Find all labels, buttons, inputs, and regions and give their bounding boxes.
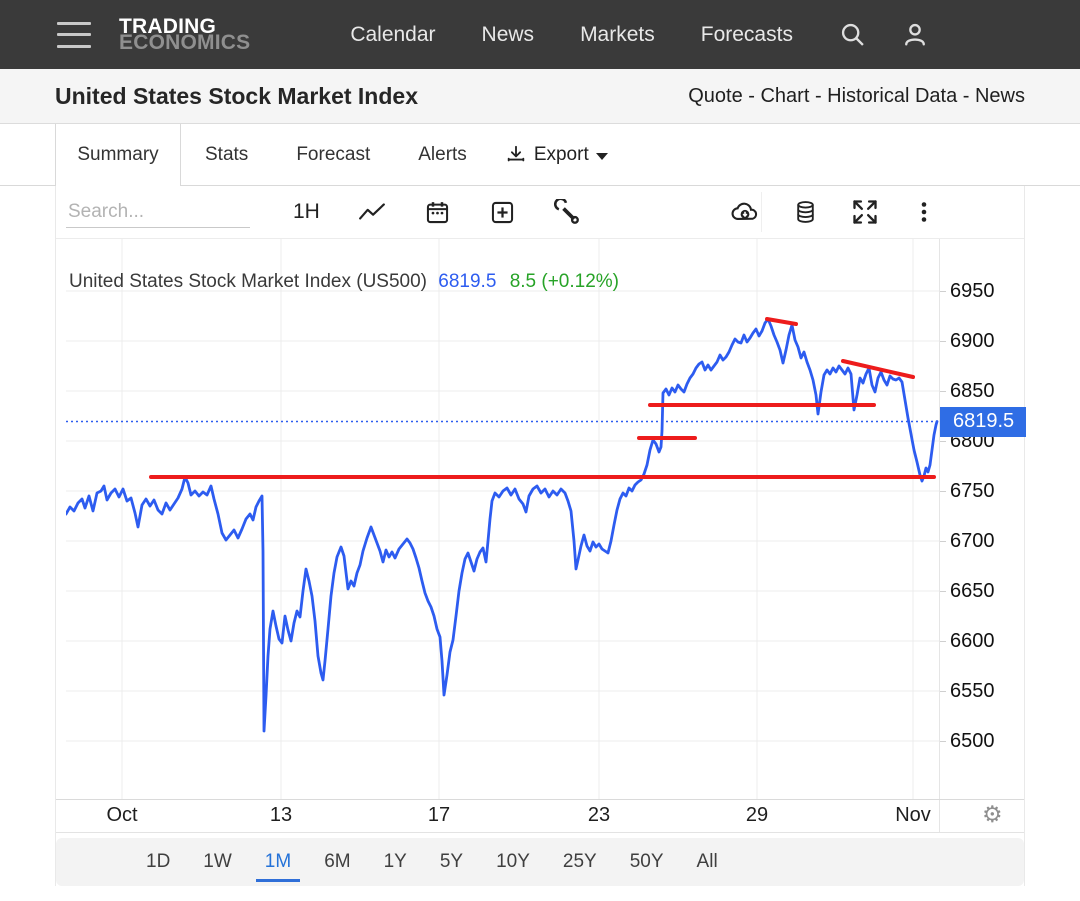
y-axis-label: 6750 (950, 480, 995, 502)
y-axis-label: 6850 (950, 380, 995, 402)
price-chart[interactable] (66, 239, 939, 799)
series-change: 8.5 (+0.12%) (509, 271, 620, 292)
nav-link-markets[interactable]: Markets (580, 22, 655, 46)
nav-link-forecasts[interactable]: Forecasts (700, 22, 793, 46)
range-option-1m[interactable]: 1M (255, 851, 301, 882)
y-axis-label: 6600 (950, 630, 995, 652)
range-option-1d[interactable]: 1D (146, 851, 171, 872)
axis-settings-gear-icon[interactable]: ⚙ (982, 801, 1003, 827)
user-icon[interactable] (901, 21, 929, 49)
range-option-50y[interactable]: 50Y (629, 851, 664, 872)
logo-line2: ECONOMICS (119, 30, 251, 54)
current-price-badge: 6819.5 (940, 406, 1026, 437)
range-option-1y[interactable]: 1Y (383, 851, 407, 872)
cloud-download-icon[interactable] (730, 198, 760, 226)
trendline (765, 317, 798, 326)
y-axis-tick (940, 391, 946, 392)
y-axis-label: 6500 (950, 730, 995, 752)
y-axis-label: 6550 (950, 680, 995, 702)
x-axis-label: 13 (269, 804, 293, 826)
axis-divider (939, 800, 940, 832)
x-axis-label: 29 (745, 804, 769, 826)
range-selector: 1D 1W 1M 6M 1Y 5Y 10Y 25Y 50Y All (56, 838, 1024, 886)
database-icon[interactable] (793, 199, 818, 226)
kebab-menu-icon[interactable] (912, 198, 936, 226)
chart-region: United States Stock Market Index (US500)… (56, 239, 1026, 799)
y-axis-tick (940, 691, 946, 692)
trendline (841, 359, 915, 379)
toolbar-divider (761, 192, 762, 232)
y-axis-tick (940, 491, 946, 492)
tab-forecast[interactable]: Forecast (296, 144, 371, 165)
fullscreen-icon[interactable] (851, 198, 879, 226)
y-axis-label: 6700 (950, 530, 995, 552)
y-axis-tick (940, 291, 946, 292)
export-label: Export (533, 144, 589, 165)
y-axis-tick (940, 591, 946, 592)
x-axis-label: Nov (895, 804, 931, 826)
x-axis-label: Oct (106, 804, 138, 826)
tab-export[interactable]: Export (491, 124, 622, 186)
hamburger-menu-icon[interactable] (57, 21, 91, 48)
y-axis: 6950 6900 6850 6800 6750 6700 6650 6600 6550 6500 (939, 239, 1025, 799)
tab-alerts[interactable]: Alerts (418, 144, 467, 165)
y-axis-label: 6900 (950, 330, 995, 352)
y-axis-tick (940, 441, 946, 442)
tools-wrench-icon[interactable] (553, 199, 580, 225)
tab-stats[interactable]: Stats (205, 144, 249, 165)
calendar-icon[interactable] (424, 199, 451, 226)
y-axis-label: 6650 (950, 580, 995, 602)
price-line-series (66, 317, 939, 733)
range-option-5y[interactable]: 5Y (439, 851, 464, 872)
range-option-6m[interactable]: 6M (324, 851, 351, 872)
nav-icons (839, 21, 929, 49)
chart-toolbar: 1H (56, 186, 1024, 239)
y-axis-tick (940, 641, 946, 642)
add-indicator-icon[interactable] (489, 199, 516, 226)
tab-bar: Summary Stats Forecast Alerts Export (0, 124, 1080, 187)
x-axis: ⚙ Oct 13 17 23 29 Nov (56, 799, 1024, 833)
search-input[interactable] (66, 196, 250, 228)
y-axis-tick (940, 541, 946, 542)
chart-type-line-icon[interactable] (358, 200, 386, 224)
trading-economics-logo[interactable]: TRADING ECONOMICS (119, 14, 251, 54)
x-axis-label: 23 (587, 804, 611, 826)
page-title: United States Stock Market Index (55, 82, 418, 109)
chart-legend: United States Stock Market Index (US500)… (69, 271, 619, 293)
y-axis-label: 6950 (950, 280, 995, 302)
range-option-25y[interactable]: 25Y (562, 851, 597, 872)
range-option-10y[interactable]: 10Y (496, 851, 530, 872)
interval-button[interactable]: 1H (293, 200, 320, 223)
breadcrumb-links[interactable]: Quote - Chart - Historical Data - News (688, 84, 1025, 107)
range-option-1w[interactable]: 1W (203, 851, 232, 872)
chevron-down-icon (595, 152, 608, 160)
series-price: 6819.5 (438, 271, 497, 292)
y-axis-tick (940, 341, 946, 342)
download-icon (507, 145, 525, 162)
range-option-all[interactable]: All (696, 851, 718, 872)
chart-card: 1H (55, 186, 1026, 886)
logo-line1: TRADING (119, 14, 217, 38)
search-icon[interactable] (839, 21, 867, 49)
x-axis-label: 17 (427, 804, 451, 826)
page-subheader: United States Stock Market Index Quote -… (0, 69, 1080, 124)
tab-summary[interactable]: Summary (55, 124, 181, 187)
nav-link-news[interactable]: News (481, 22, 535, 46)
y-axis-tick (940, 741, 946, 742)
nav-link-calendar[interactable]: Calendar (350, 22, 436, 46)
series-title: United States Stock Market Index (US500) (69, 271, 427, 292)
nav-links: Calendar News Markets Forecasts (350, 23, 793, 47)
top-navbar: TRADING ECONOMICS Calendar News Markets For… (0, 0, 1080, 69)
